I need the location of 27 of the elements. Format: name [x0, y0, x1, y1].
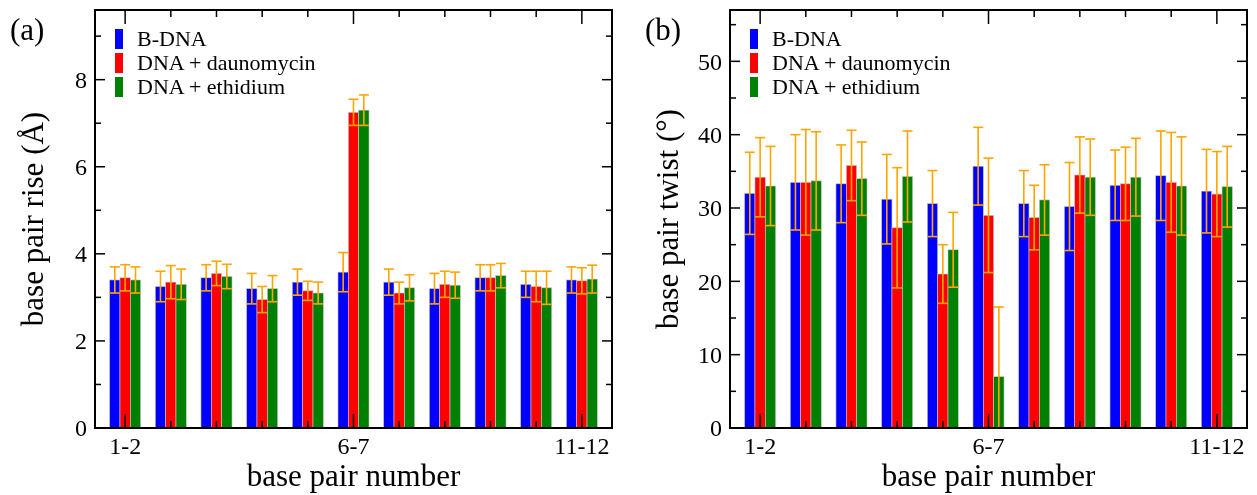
y-tick-label: 6	[75, 154, 87, 181]
legend-label: DNA + daunomycin	[137, 49, 316, 75]
x-tick-label: 1-2	[744, 433, 777, 459]
y-tick-label: 10	[698, 342, 722, 369]
y-tick-label: 50	[698, 48, 722, 75]
y-tick-label: 40	[698, 122, 722, 149]
y-tick-label: 20	[698, 268, 722, 295]
legend-label: B-DNA	[772, 25, 842, 51]
chart-title: (a)	[10, 12, 45, 47]
x-axis-title: base pair number	[246, 458, 461, 493]
legend-label: B-DNA	[137, 25, 207, 51]
x-tick-label: 1-2	[109, 433, 142, 459]
y-tick-label: 4	[75, 241, 87, 268]
y-tick-label: 30	[698, 195, 722, 222]
x-axis-title: base pair number	[881, 458, 1096, 493]
x-tick-label: 11-12	[1189, 433, 1245, 459]
y-axis-title: base pair rise (Å)	[15, 111, 50, 327]
x-tick-label: 6-7	[972, 433, 1005, 459]
chart-title: (b)	[645, 12, 682, 47]
x-tick-label: 11-12	[554, 433, 610, 459]
y-tick-label: 0	[75, 415, 87, 442]
legend-label: DNA + daunomycin	[772, 49, 951, 75]
x-tick-label: 6-7	[337, 433, 370, 459]
y-tick-label: 2	[75, 328, 87, 355]
y-tick-label: 8	[75, 67, 87, 94]
y-tick-label: 0	[710, 415, 722, 442]
y-axis-title: base pair twist (°)	[650, 109, 685, 329]
